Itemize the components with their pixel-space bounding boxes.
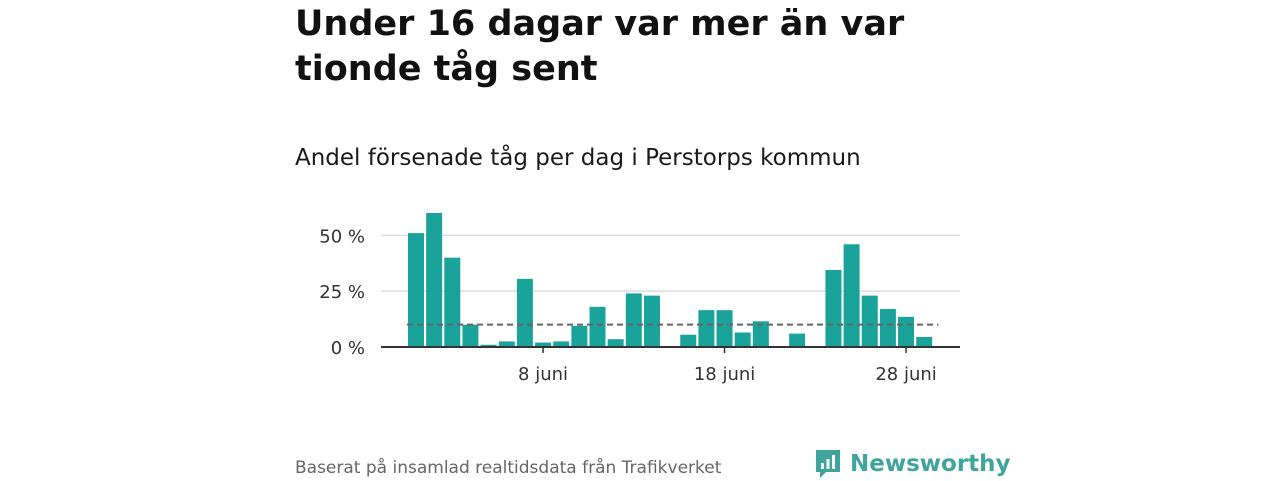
bar-26-juni (861, 295, 878, 347)
bar-11-juni (589, 306, 606, 347)
bar-17-juni (698, 310, 715, 347)
bar-1-juni (408, 233, 424, 347)
bar-22-juni (789, 333, 806, 347)
y-tick-label: 50 % (319, 226, 365, 247)
bar-10-juni (571, 325, 588, 347)
x-tick-label: 28 juni (875, 364, 936, 385)
y-tick-label: 25 % (319, 282, 365, 303)
bar-2-juni (426, 213, 443, 347)
bar-19-juni (734, 332, 751, 347)
bar-16-juni (680, 334, 697, 347)
bar-25-juni (843, 244, 860, 347)
bar-14-juni (643, 295, 660, 347)
y-tick-label: 0 % (331, 338, 365, 359)
bar-4-juni (462, 324, 479, 347)
newsworthy-logo-icon (816, 450, 840, 478)
newsworthy-logo: Newsworthy (814, 447, 1011, 481)
bar-7-juni (516, 278, 533, 347)
bar-3-juni (444, 257, 461, 347)
chart-subtitle: Andel försenade tåg per dag i Perstorps … (295, 145, 861, 171)
bar-27-juni (879, 309, 896, 347)
bar-18-juni (716, 310, 733, 347)
bar-29-juni (916, 336, 933, 347)
bar-24-juni (825, 269, 842, 347)
bar-9-juni (553, 341, 570, 347)
bar-13-juni (625, 293, 642, 347)
bar-12-juni (607, 339, 624, 347)
source-note: Baserat på insamlad realtidsdata från Tr… (295, 458, 722, 478)
x-tick-label: 8 juni (518, 364, 568, 385)
bar-28-juni (898, 316, 915, 347)
chart-title: Under 16 dagar var mer än var tionde tåg… (295, 4, 905, 89)
brand-name: Newsworthy (850, 451, 1011, 477)
bar-8-juni (535, 342, 552, 347)
bar-20-juni (752, 321, 769, 347)
bar-5-juni (480, 344, 497, 347)
bar-6-juni (498, 341, 515, 347)
x-tick-label: 18 juni (694, 364, 755, 385)
